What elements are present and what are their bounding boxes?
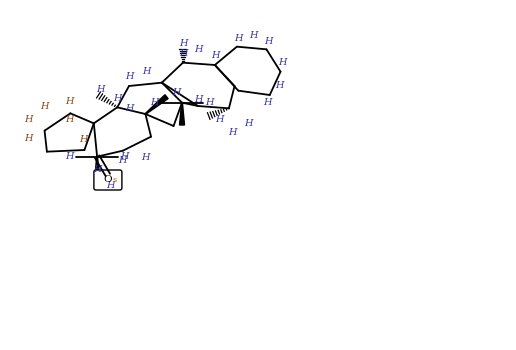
Text: H: H [106,182,115,190]
Text: H: H [125,104,133,113]
Text: H: H [180,39,188,48]
Text: H: H [245,119,253,128]
Text: H: H [179,49,187,58]
Text: H: H [234,34,243,43]
Text: H: H [141,153,150,162]
Polygon shape [94,157,100,180]
Text: H: H [113,94,122,103]
Text: H: H [172,88,180,97]
Polygon shape [145,95,168,114]
Text: H: H [24,134,33,143]
Text: O: O [104,175,112,184]
Text: H: H [194,45,202,54]
Text: H: H [142,67,151,76]
Text: H: H [278,58,287,67]
Text: H: H [66,152,74,161]
Text: s: s [113,176,117,184]
Polygon shape [180,103,185,125]
Text: H: H [205,98,214,107]
Text: H: H [249,32,257,41]
Text: H: H [194,95,202,104]
Text: H: H [24,115,33,124]
Text: H: H [93,166,101,175]
Text: H: H [228,128,236,137]
Text: H: H [119,156,127,165]
Text: H: H [264,37,272,46]
Text: H: H [96,85,105,94]
FancyBboxPatch shape [94,170,122,190]
Text: H: H [275,82,283,91]
Text: H: H [263,98,271,107]
Text: H: H [151,98,159,107]
Text: H: H [65,97,74,106]
Text: H: H [212,51,220,61]
Text: H: H [215,115,224,124]
Text: H: H [120,152,128,161]
Text: H: H [40,102,49,111]
Text: H: H [125,72,133,81]
Text: H: H [79,135,88,145]
Text: H: H [65,115,74,124]
